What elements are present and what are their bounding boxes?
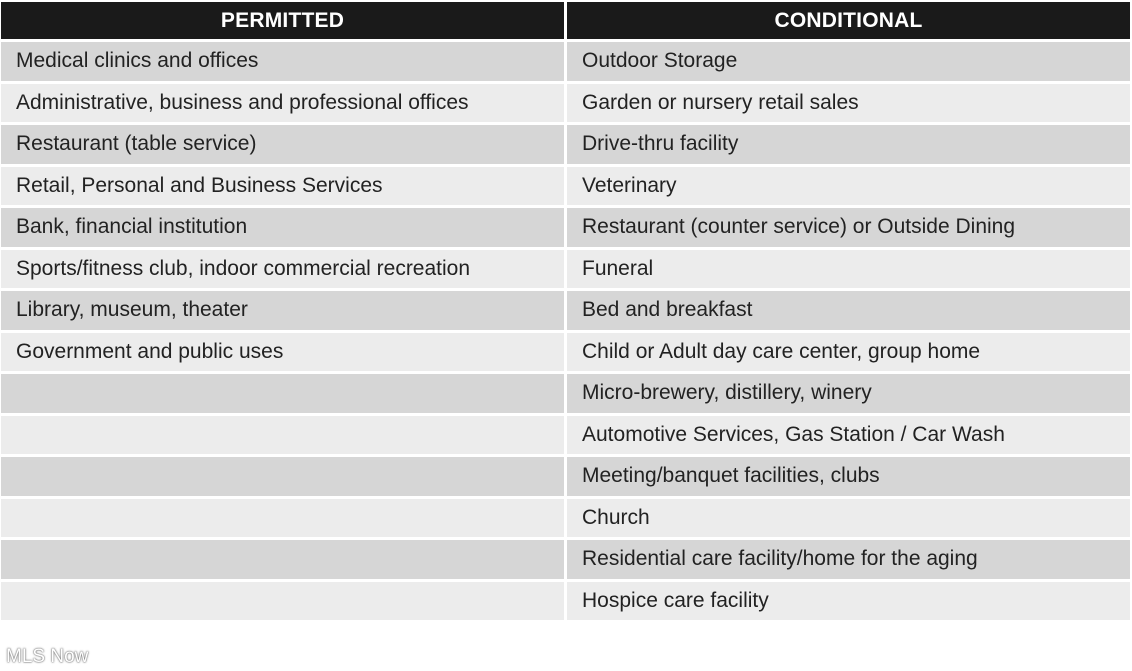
conditional-cell: Meeting/banquet facilities, clubs — [567, 457, 1130, 496]
table-row: Government and public uses Child or Adult… — [1, 332, 1130, 371]
conditional-cell: Funeral — [567, 249, 1130, 288]
conditional-cell: Garden or nursery retail sales — [567, 83, 1130, 122]
permitted-cell: Sports/fitness club, indoor commercial r… — [1, 249, 564, 288]
table-row: Meeting/banquet facilities, clubs — [1, 457, 1130, 496]
permitted-cell: Government and public uses — [1, 332, 564, 371]
table-row: Residential care facility/home for the a… — [1, 540, 1130, 579]
conditional-cell: Micro-brewery, distillery, winery — [567, 374, 1130, 413]
permitted-cell — [1, 540, 564, 579]
uses-table: PERMITTED CONDITIONAL Medical clinics an… — [1, 2, 1130, 620]
table-row: Library, museum, theater Bed and breakfas… — [1, 291, 1130, 330]
permitted-cell: Retail, Personal and Business Services — [1, 166, 564, 205]
table-row: Retail, Personal and Business Services Ve… — [1, 166, 1130, 205]
table-row: Church — [1, 498, 1130, 537]
conditional-cell: Residential care facility/home for the a… — [567, 540, 1130, 579]
table-row: Hospice care facility — [1, 581, 1130, 620]
permitted-cell: Restaurant (table service) — [1, 125, 564, 164]
header-permitted: PERMITTED — [1, 2, 564, 39]
table-row: Medical clinics and offices Outdoor Stora… — [1, 42, 1130, 81]
conditional-cell: Restaurant (counter service) or Outside … — [567, 208, 1130, 247]
permitted-cell: Library, museum, theater — [1, 291, 564, 330]
permitted-cell — [1, 415, 564, 454]
conditional-cell: Bed and breakfast — [567, 291, 1130, 330]
permitted-cell: Medical clinics and offices — [1, 42, 564, 81]
permitted-cell — [1, 457, 564, 496]
table-row: Administrative, business and professiona… — [1, 83, 1130, 122]
table-row: Micro-brewery, distillery, winery — [1, 374, 1130, 413]
table-body: Medical clinics and offices Outdoor Stora… — [1, 42, 1130, 620]
permitted-cell: Administrative, business and professiona… — [1, 83, 564, 122]
conditional-cell: Automotive Services, Gas Station / Car W… — [567, 415, 1130, 454]
table-row: Automotive Services, Gas Station / Car W… — [1, 415, 1130, 454]
conditional-cell: Drive-thru facility — [567, 125, 1130, 164]
conditional-cell: Child or Adult day care center, group ho… — [567, 332, 1130, 371]
table-row: Bank, financial institution Restaurant (c… — [1, 208, 1130, 247]
permitted-cell — [1, 498, 564, 537]
header-conditional: CONDITIONAL — [567, 2, 1130, 39]
watermark: MLS Now — [6, 646, 89, 667]
table-header: PERMITTED CONDITIONAL — [1, 2, 1130, 39]
conditional-cell: Church — [567, 498, 1130, 537]
conditional-cell: Outdoor Storage — [567, 42, 1130, 81]
conditional-cell: Veterinary — [567, 166, 1130, 205]
header-row: PERMITTED CONDITIONAL — [1, 2, 1130, 39]
table-row: Sports/fitness club, indoor commercial r… — [1, 249, 1130, 288]
table-row: Restaurant (table service) Drive-thru fac… — [1, 125, 1130, 164]
permitted-cell — [1, 581, 564, 620]
permitted-cell: Bank, financial institution — [1, 208, 564, 247]
permitted-cell — [1, 374, 564, 413]
conditional-cell: Hospice care facility — [567, 581, 1130, 620]
